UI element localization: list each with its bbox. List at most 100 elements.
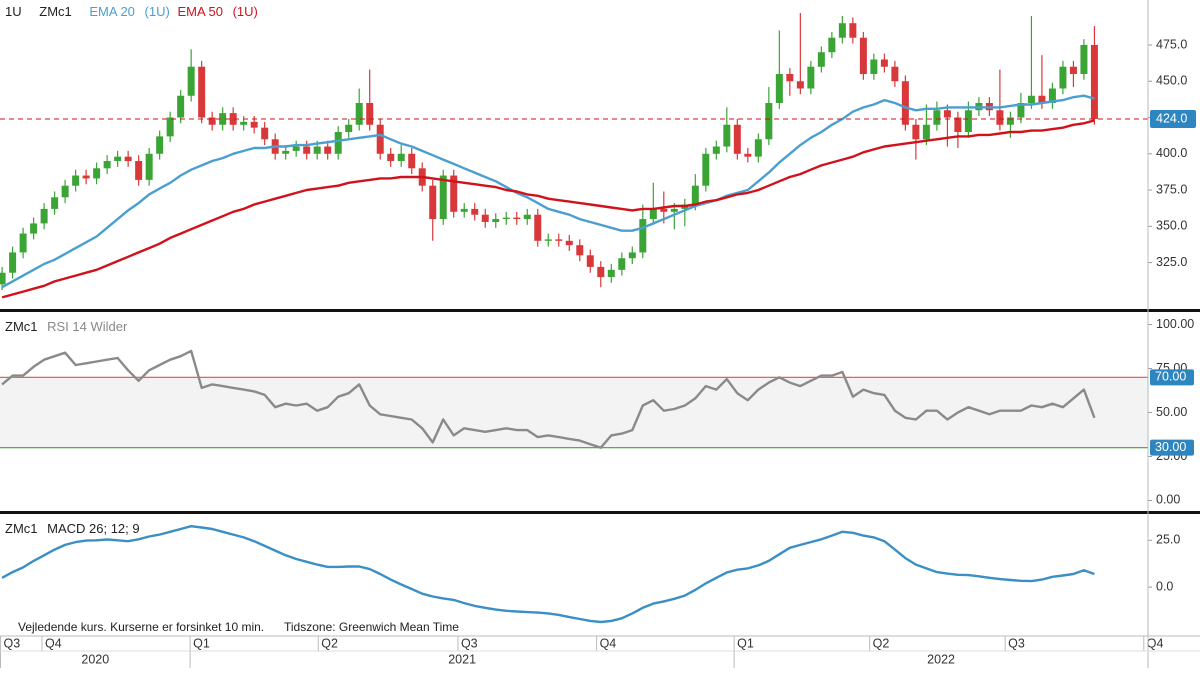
rsi-band <box>0 377 1148 448</box>
candle-body <box>1048 88 1056 103</box>
candle-body <box>1080 44 1088 74</box>
candle-body <box>460 208 468 212</box>
y-tick-label: 400.0 <box>1156 146 1187 160</box>
year-label: 2022 <box>927 652 955 666</box>
y-tick-label: 450.0 <box>1156 74 1187 88</box>
candle-body <box>387 153 395 162</box>
legend-ema20: EMA 20 <box>89 4 135 19</box>
candle-body <box>775 73 783 103</box>
candle-body <box>922 124 930 140</box>
interval: 1U <box>5 4 22 19</box>
candle-body <box>765 103 773 140</box>
rsi-level-tag <box>1150 369 1194 386</box>
candle-body <box>786 73 794 82</box>
candle-body <box>156 136 164 154</box>
candle-body <box>712 146 720 154</box>
candle-body <box>93 168 101 179</box>
chart-header: 1U ZMc1 EMA 20 (1U) EMA 50 (1U) <box>5 4 258 19</box>
footer-note: Vejledende kurs. Kurserne er forsinket 1… <box>18 620 264 634</box>
candle-body <box>82 175 90 179</box>
candle-body <box>240 121 248 125</box>
candle-body <box>744 153 752 157</box>
candle-body <box>996 110 1004 125</box>
symbol: ZMc1 <box>39 4 72 19</box>
y-tick-label: 0.00 <box>1156 493 1180 507</box>
candle-body <box>250 121 258 128</box>
candle-body <box>30 223 38 234</box>
y-tick-label: 0.0 <box>1156 579 1173 593</box>
candle-body <box>481 214 489 222</box>
macd-title: MACD 26; 12; 9 <box>47 521 140 536</box>
candle-body <box>145 153 153 180</box>
candle-body <box>912 124 920 140</box>
texts: 1U ZMc1 EMA 20 (1U) EMA 50 (1U) ZMc1 RSI… <box>5 4 459 634</box>
candle-body <box>408 153 416 169</box>
y-tick-label: 325.0 <box>1156 255 1187 269</box>
candle-body <box>198 66 206 118</box>
candle-body <box>964 110 972 133</box>
candle-body <box>880 59 888 67</box>
rsi-level-label: 30.00 <box>1155 440 1186 454</box>
candle-body <box>429 185 437 220</box>
candle-body <box>40 208 48 224</box>
candle-body <box>1069 66 1077 74</box>
candle-body <box>187 66 195 96</box>
panel-separator <box>0 511 1200 514</box>
candle-body <box>397 153 405 162</box>
candle-body <box>376 124 384 154</box>
candle-body <box>523 214 531 220</box>
x-tick-label: Q3 <box>1008 636 1025 650</box>
candle-body <box>492 219 500 222</box>
candle-body <box>544 239 552 241</box>
candle-body <box>61 185 69 198</box>
candle-body <box>607 269 615 278</box>
panel-separator <box>0 309 1200 312</box>
candle-body <box>1038 95 1046 103</box>
footer-timezone: Tidszone: Greenwich Mean Time <box>284 620 459 634</box>
candle-body <box>586 255 594 267</box>
candle-body <box>345 124 353 133</box>
candle-body <box>859 37 867 74</box>
candle-body <box>439 175 447 220</box>
candle-body <box>135 161 143 180</box>
indicator-line <box>1 525 1095 624</box>
candle-body <box>366 103 374 125</box>
candle-body <box>72 175 80 186</box>
candle-body <box>691 185 699 205</box>
candle-body <box>261 127 269 140</box>
candle-body <box>817 52 825 67</box>
candle-body <box>303 146 311 154</box>
candle-body <box>114 156 122 162</box>
candle-body <box>901 81 909 125</box>
candle-body <box>292 146 300 151</box>
x-tick-label: Q2 <box>321 636 338 650</box>
candle-body <box>471 208 479 215</box>
candle-body <box>534 214 542 241</box>
candle-body <box>0 272 6 285</box>
candle-body <box>796 81 804 89</box>
candle-body <box>754 139 762 157</box>
candle-body <box>954 117 962 133</box>
candle-body <box>9 252 17 273</box>
candle-body <box>219 113 227 125</box>
candle-body <box>565 240 573 246</box>
y-tick-label: 375.0 <box>1156 182 1187 196</box>
candle-body <box>355 103 363 125</box>
candle-body <box>19 233 27 253</box>
x-tick-label: Q2 <box>873 636 890 650</box>
year-label: 2020 <box>81 652 109 666</box>
candle-body <box>597 266 605 278</box>
legend-ema50-interval: (1U) <box>233 4 258 19</box>
candle-body <box>838 23 846 38</box>
candle-body <box>702 153 710 186</box>
candle-body <box>933 110 941 125</box>
year-label: 2021 <box>448 652 476 666</box>
marks: 325.0350.0375.0400.0425.0450.0475.0424.0… <box>0 13 1196 668</box>
macd-header: ZMc1 MACD 26; 12; 9 <box>5 521 140 536</box>
candle-body <box>1006 117 1014 125</box>
ema-line <box>1 119 1095 299</box>
x-tick-label: Q3 <box>461 636 478 650</box>
candle-body <box>103 161 111 169</box>
